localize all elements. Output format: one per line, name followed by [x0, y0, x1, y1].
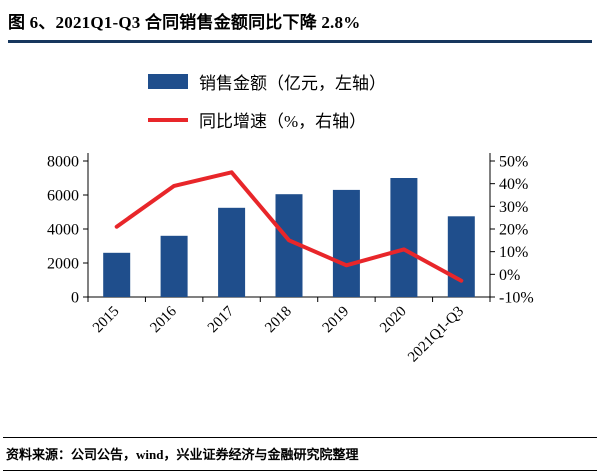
left-axis-label: 6000 — [47, 188, 79, 205]
sales-bar-2021Q1-Q3 — [447, 216, 475, 298]
right-axis-label: 0% — [499, 267, 520, 284]
right-axis-label: 30% — [499, 199, 528, 216]
sales-bar-2015 — [103, 252, 131, 297]
sales-bar-2016 — [160, 235, 188, 297]
category-label: 2016 — [147, 303, 180, 336]
legend-item-sales: 销售金额（亿元，左轴） — [148, 69, 600, 94]
figure-footer: 资料来源：公司公告，wind，兴业证券经济与金融研究院整理 — [0, 437, 600, 471]
figure-title: 图 6、2021Q1-Q3 合同销售金额同比下降 2.8% — [8, 13, 361, 32]
left-axis-label: 2000 — [47, 256, 79, 273]
category-label: 2020 — [377, 304, 410, 337]
sales-bar-2017 — [218, 207, 246, 298]
chart-legend: 销售金额（亿元，左轴） 同比增速（%，右轴） — [148, 69, 600, 132]
right-axis-label: 10% — [499, 244, 528, 261]
footer-rule-bottom — [3, 470, 597, 471]
right-axis-label: 40% — [499, 176, 528, 193]
legend-item-growth: 同比增速（%，右轴） — [148, 107, 600, 132]
left-axis-label: 4000 — [47, 222, 79, 239]
bar-series-swatch — [148, 74, 188, 89]
sales-bar-2019 — [332, 189, 360, 297]
right-axis-label: 50% — [499, 154, 528, 171]
category-label: 2021Q1-Q3 — [405, 304, 467, 366]
line-series-swatch — [148, 117, 188, 122]
left-axis-label: 8000 — [47, 154, 79, 171]
source-note: 资料来源：公司公告，wind，兴业证券经济与金融研究院整理 — [6, 447, 359, 462]
category-label: 2018 — [262, 304, 295, 337]
sales-growth-combo-chart: 0 2000 4000 6000 8000 -10% 0% 10% 20% 30% 40% 50% 20… — [47, 153, 534, 366]
category-label: 2017 — [205, 303, 238, 336]
growth-line — [114, 170, 464, 283]
footer-rule-top — [3, 437, 597, 438]
right-axis-label: -10% — [499, 290, 534, 307]
category-label: 2015 — [90, 304, 123, 337]
bar-series-label: 销售金额（亿元，左轴） — [199, 74, 386, 93]
sales-bar-2020 — [390, 178, 418, 297]
line-series-label: 同比增速（%，右轴） — [199, 112, 367, 131]
figure-header: 图 6、2021Q1-Q3 合同销售金额同比下降 2.8% — [0, 0, 600, 43]
category-label: 2019 — [320, 304, 353, 337]
title-rule — [8, 40, 592, 43]
left-axis-label: 0 — [71, 290, 79, 307]
right-axis-label: 20% — [499, 222, 528, 239]
